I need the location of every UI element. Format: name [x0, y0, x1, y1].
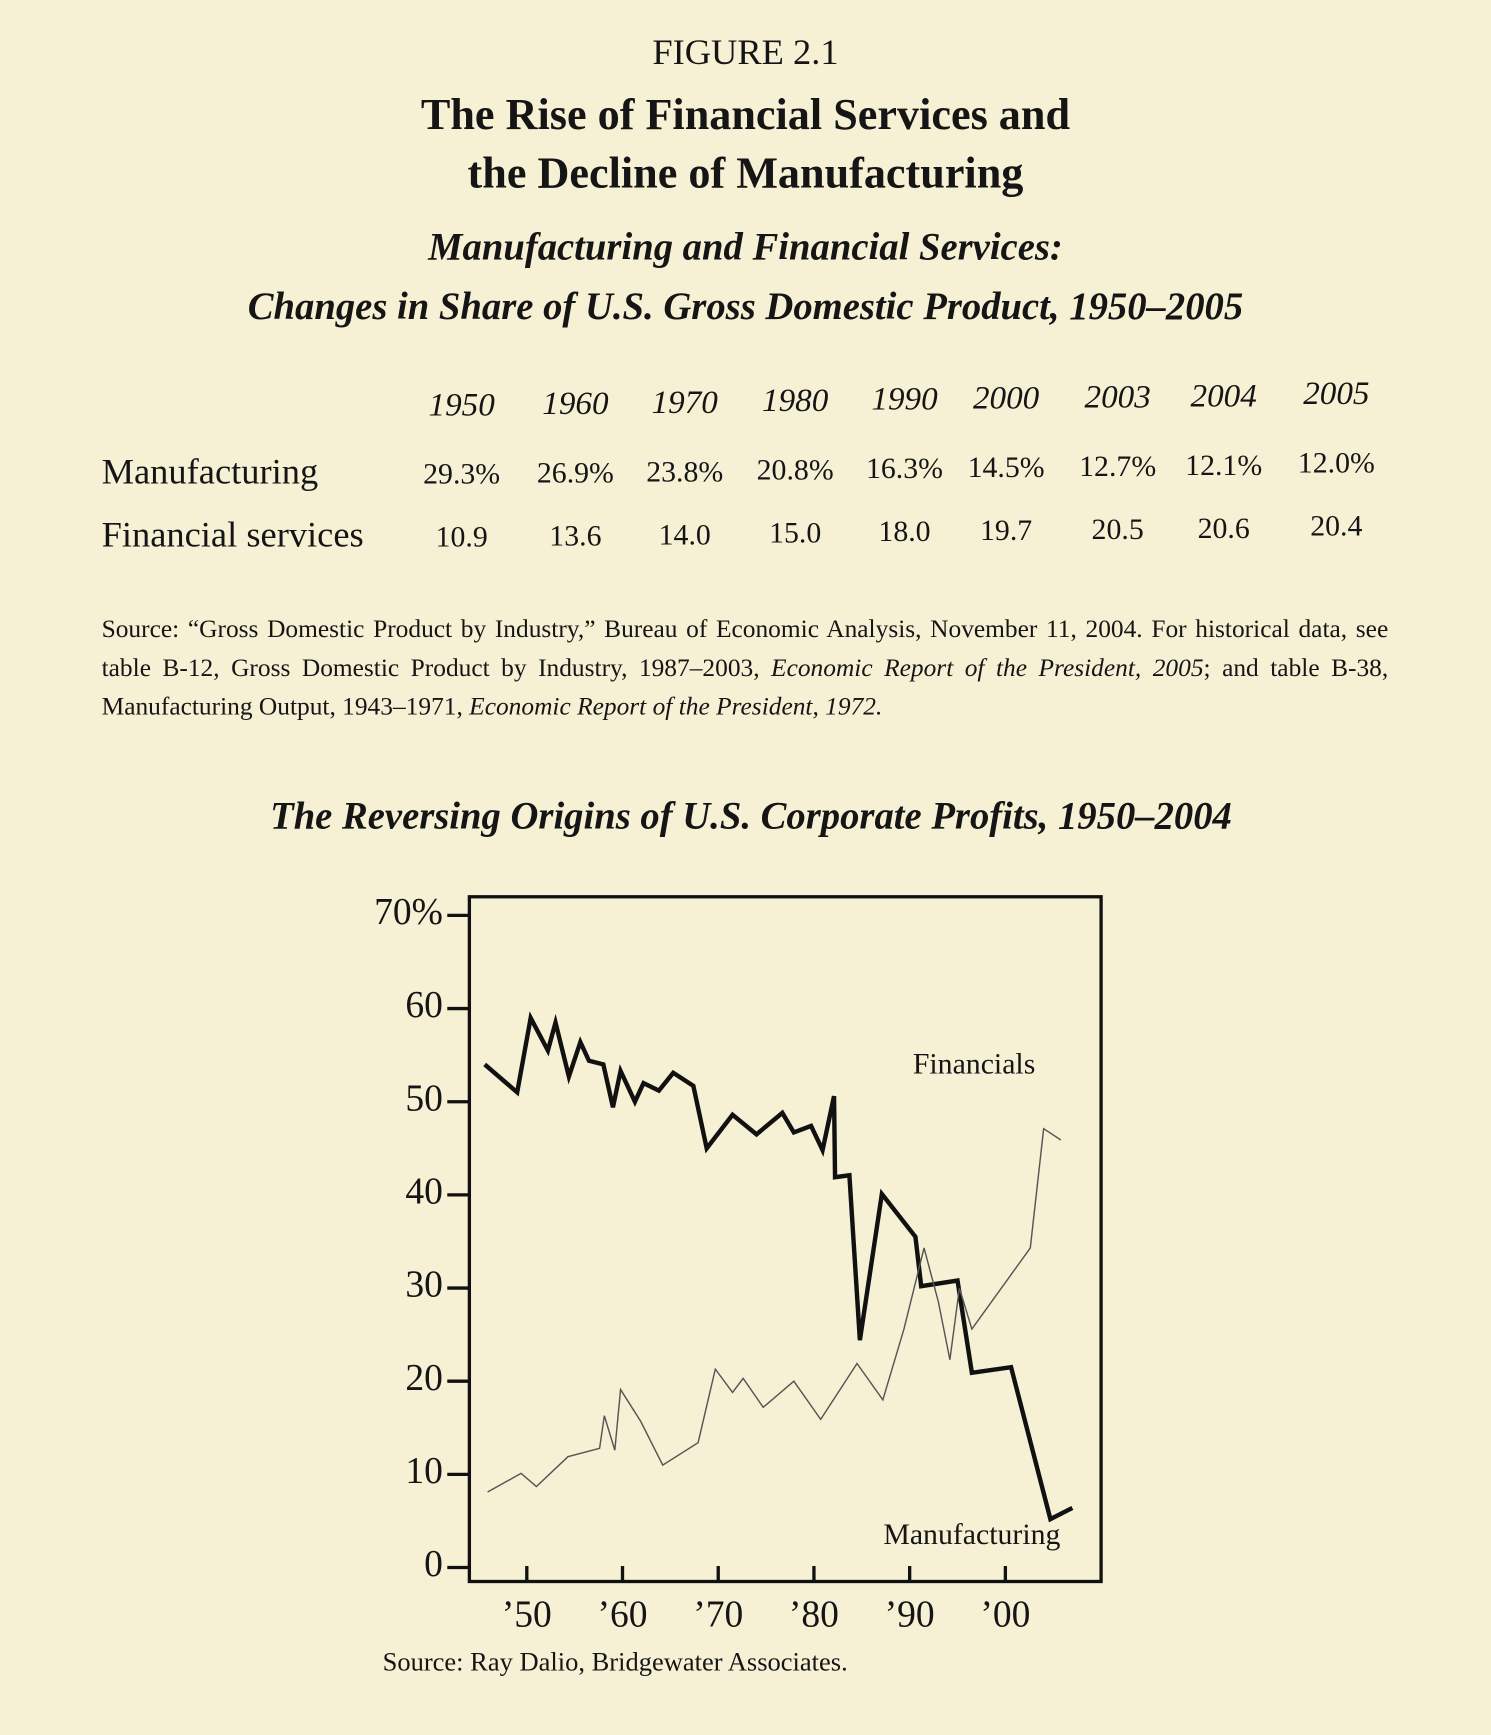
y-tick-label: 10 [405, 1451, 443, 1492]
table-cell: 20.4 [1310, 509, 1363, 543]
source-text: ; and table B-38, Manufacturing Output, … [101, 653, 1389, 721]
table-cell: 12.1% [1185, 447, 1263, 482]
x-tick-label: ’00 [980, 1595, 1030, 1636]
table-cell: 14.0 [658, 517, 711, 551]
column-header: 1980 [762, 382, 829, 419]
series-label: Manufacturing [883, 1518, 1060, 1551]
x-tick-label: ’80 [789, 1595, 839, 1636]
column-header: 2005 [1303, 375, 1370, 413]
table-cell: 13.6 [549, 518, 602, 552]
table-cell: 20.5 [1091, 512, 1144, 546]
table-cell: 26.9% [536, 455, 614, 490]
title: The Rise of Financial Services and [420, 89, 1071, 140]
table-cell: 10.9 [435, 520, 488, 554]
table-cell: 18.0 [878, 514, 931, 548]
x-tick-label: ’50 [502, 1595, 552, 1636]
y-tick-label: 50 [405, 1078, 443, 1119]
column-header: 1990 [871, 381, 938, 418]
table-cell: 20.8% [756, 453, 834, 487]
x-tick-label: ’60 [597, 1595, 647, 1636]
plot-frame [467, 895, 1103, 1584]
column-header: 2000 [972, 379, 1040, 417]
table-cell: 23.8% [646, 454, 724, 488]
source-text: Economic Report of the President, 2005 [771, 653, 1204, 682]
x-tick-label: ’90 [885, 1595, 935, 1636]
y-tick-label: 20 [405, 1358, 443, 1399]
column-header: 2004 [1190, 377, 1257, 414]
table-cell: 20.6 [1197, 510, 1250, 545]
table-cell: 16.3% [865, 451, 944, 486]
source-note: Source: “Gross Domestic Product by Indus… [102, 610, 1389, 726]
column-header: 1960 [542, 385, 609, 422]
y-tick-label: 70% [374, 892, 443, 933]
column-header: 1970 [651, 383, 718, 421]
y-tick-label: 0 [424, 1544, 443, 1585]
figure-label: FIGURE 2.1 [652, 33, 839, 73]
column-header: 2003 [1084, 378, 1151, 416]
series-label: Financials [913, 1048, 1035, 1081]
table-cell: 29.3% [423, 457, 501, 491]
title: the Decline of Manufacturing [467, 147, 1024, 198]
chart-source: Source: Ray Dalio, Bridgewater Associate… [383, 1646, 848, 1676]
y-tick-label: 60 [405, 985, 443, 1026]
column-header: 1950 [428, 386, 495, 423]
subtitle: Manufacturing and Financial Services: [428, 225, 1063, 269]
row-label: Financial services [101, 515, 364, 556]
row-label: Manufacturing [101, 452, 319, 493]
y-tick-label: 30 [405, 1265, 443, 1306]
y-tick-label: 40 [405, 1171, 443, 1212]
subtitle: Changes in Share of U.S. Gross Domestic … [247, 284, 1244, 329]
x-tick-label: ’70 [693, 1595, 743, 1636]
chart-title: The Reversing Origins of U.S. Corporate … [270, 795, 1232, 837]
table-cell: 14.5% [967, 450, 1045, 484]
table-cell: 12.7% [1079, 449, 1157, 483]
data-line [483, 1011, 1074, 1523]
table-cell: 12.0% [1297, 446, 1375, 480]
source-text: Source: “Gross Domestic Product by Indus… [101, 615, 1389, 682]
table-cell: 15.0 [769, 516, 822, 550]
source-text: Economic Report of the President, 1972. [469, 692, 883, 721]
table-cell: 19.7 [980, 513, 1033, 547]
data-line [487, 1127, 1062, 1493]
